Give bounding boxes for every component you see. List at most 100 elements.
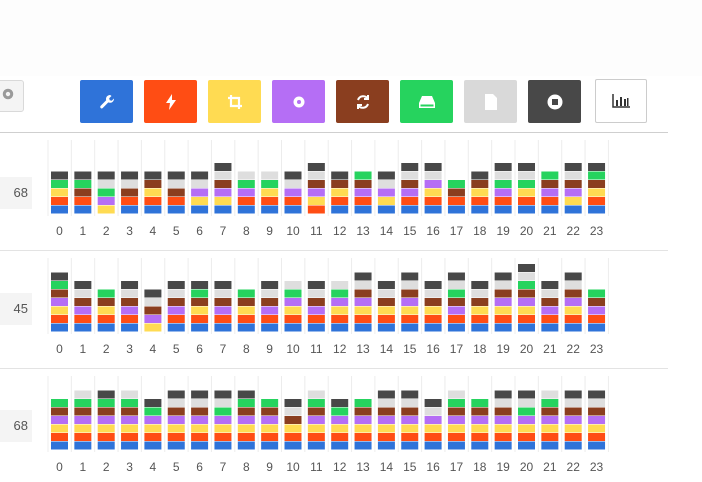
- value-badge: 68: [0, 410, 32, 442]
- bar-segment: [518, 171, 535, 180]
- bar-segment: [97, 323, 115, 332]
- bar-segment: [588, 424, 606, 433]
- settings-button[interactable]: [272, 80, 325, 123]
- bar-segment: [307, 399, 325, 407]
- bar-segment: [401, 407, 419, 416]
- bar-segment: [588, 306, 606, 315]
- bar-segment: [331, 281, 349, 289]
- bar-segment: [214, 306, 232, 315]
- bar-segment: [74, 323, 92, 332]
- bar-segment: [564, 416, 582, 424]
- bar-segment: [564, 306, 582, 315]
- bar-segment: [401, 180, 419, 188]
- bar-segment: [518, 399, 535, 407]
- bar-segment: [51, 424, 68, 433]
- bar-segment: [331, 205, 349, 214]
- bar-segment: [167, 298, 185, 306]
- bar-segment: [214, 205, 232, 214]
- bar-segment: [97, 407, 115, 416]
- bar-segment: [541, 390, 559, 399]
- bar-segment: [331, 399, 349, 407]
- bar-segment: [261, 205, 279, 214]
- x-tick-label: 22: [567, 460, 581, 474]
- bar-segment: [284, 171, 302, 180]
- bar-segment: [494, 180, 512, 188]
- bar-segment: [401, 272, 419, 281]
- bar-segment: [191, 281, 209, 289]
- x-tick-label: 22: [567, 342, 581, 356]
- bar-segment: [307, 171, 325, 180]
- bar-segment: [284, 205, 302, 214]
- bar-segment: [121, 298, 139, 306]
- bar-segment: [307, 433, 325, 441]
- bar-chart-2: 0 1 2 3 4 5 6 7 8 9 10 11 12 13 14 15 16 17 18 19 20 21 22 23: [0, 376, 702, 482]
- bar-segment: [307, 197, 325, 205]
- bar-segment: [401, 298, 419, 306]
- gear-button[interactable]: [0, 80, 24, 112]
- x-tick-label: 23: [590, 224, 604, 238]
- bar-segment: [74, 289, 92, 298]
- bar-segment: [471, 433, 489, 441]
- crop-button[interactable]: [208, 80, 261, 123]
- bar-segment: [261, 197, 279, 205]
- value-badge: 68: [0, 177, 32, 209]
- bar-segment: [331, 171, 349, 180]
- bar-segment: [331, 180, 349, 188]
- bar-segment: [121, 390, 139, 399]
- bar-segment: [121, 433, 139, 441]
- bar-segment: [74, 407, 92, 416]
- bar-segment: [494, 433, 512, 441]
- bar-segment: [214, 399, 232, 407]
- chart-button[interactable]: [595, 79, 647, 123]
- bar-segment: [564, 205, 582, 214]
- bar-segment: [121, 281, 139, 289]
- bar-segment: [471, 205, 489, 214]
- bar-segment: [354, 323, 372, 332]
- bar-segment: [74, 424, 92, 433]
- bar-segment: [494, 306, 512, 315]
- x-tick-label: 6: [196, 224, 203, 238]
- bar-segment: [588, 399, 606, 407]
- bar-segment: [284, 298, 302, 306]
- bar-segment: [518, 205, 535, 214]
- bar-segment: [564, 281, 582, 289]
- lightning-button[interactable]: [144, 80, 197, 123]
- drive-button[interactable]: [400, 80, 453, 123]
- x-tick-label: 3: [126, 460, 133, 474]
- bar-segment: [354, 315, 372, 323]
- x-tick-label: 21: [543, 224, 557, 238]
- bar-segment: [307, 424, 325, 433]
- bar-segment: [191, 416, 209, 424]
- bar-segment: [494, 197, 512, 205]
- bar-segment: [518, 390, 535, 399]
- bar-segment: [121, 197, 139, 205]
- refresh-button[interactable]: [336, 80, 389, 123]
- bar-segment: [191, 323, 209, 332]
- bar-segment: [74, 298, 92, 306]
- x-tick-label: 17: [450, 460, 464, 474]
- bar-segment: [284, 180, 302, 188]
- bar-segment: [97, 188, 115, 197]
- bar-segment: [518, 197, 535, 205]
- bar-segment: [237, 306, 255, 315]
- bar-segment: [541, 416, 559, 424]
- x-tick-label: 11: [310, 224, 323, 238]
- wrench-button[interactable]: [80, 80, 133, 123]
- bar-segment: [284, 281, 302, 289]
- bar-segment: [447, 298, 465, 306]
- bar-segment: [51, 281, 68, 289]
- bar-segment: [74, 281, 92, 289]
- bar-segment: [121, 399, 139, 407]
- bar-segment: [121, 180, 139, 188]
- bar-segment: [447, 416, 465, 424]
- bar-segment: [494, 188, 512, 197]
- bar-segment: [354, 306, 372, 315]
- bar-segment: [494, 281, 512, 289]
- x-tick-label: 23: [590, 342, 604, 356]
- bar-segment: [447, 180, 465, 188]
- crop-icon: [227, 94, 242, 109]
- bar-segment: [447, 205, 465, 214]
- file-button[interactable]: [464, 80, 517, 123]
- bar-segment: [261, 399, 279, 407]
- stop-button[interactable]: [528, 80, 581, 123]
